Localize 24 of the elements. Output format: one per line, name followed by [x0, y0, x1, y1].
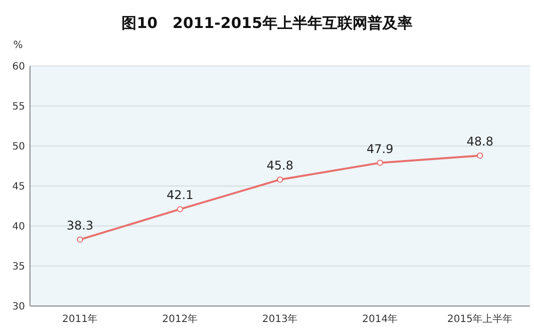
y-axis-title: %	[13, 40, 23, 51]
x-tick-label: 2014年	[362, 313, 398, 325]
data-label: 47.9	[366, 142, 394, 156]
y-tick-label: 45	[12, 182, 25, 192]
y-tick-label: 35	[12, 262, 25, 272]
data-label: 38.3	[66, 218, 94, 233]
x-tick-label: 2012年	[162, 313, 198, 325]
y-tick-label: 30	[12, 302, 25, 312]
data-label: 48.8	[466, 134, 494, 149]
chart-title: 图10 2011-2015年上半年互联网普及率	[122, 14, 412, 32]
data-label: 42.1	[166, 188, 194, 202]
point	[176, 206, 184, 212]
x-tick-label: 2013年	[262, 313, 298, 325]
x-tick-label: 2011年	[62, 313, 98, 325]
point	[76, 236, 84, 243]
y-tick-label: 60	[12, 62, 25, 72]
y-tick-label: 50	[12, 142, 25, 152]
data-label: 45.8	[266, 158, 294, 173]
x-tick-label: 2015年上半年	[447, 313, 513, 325]
point	[276, 176, 284, 183]
y-tick-label: 55	[12, 102, 25, 112]
point	[376, 160, 384, 166]
y-tick-label: 40	[12, 222, 25, 232]
point	[476, 152, 484, 159]
